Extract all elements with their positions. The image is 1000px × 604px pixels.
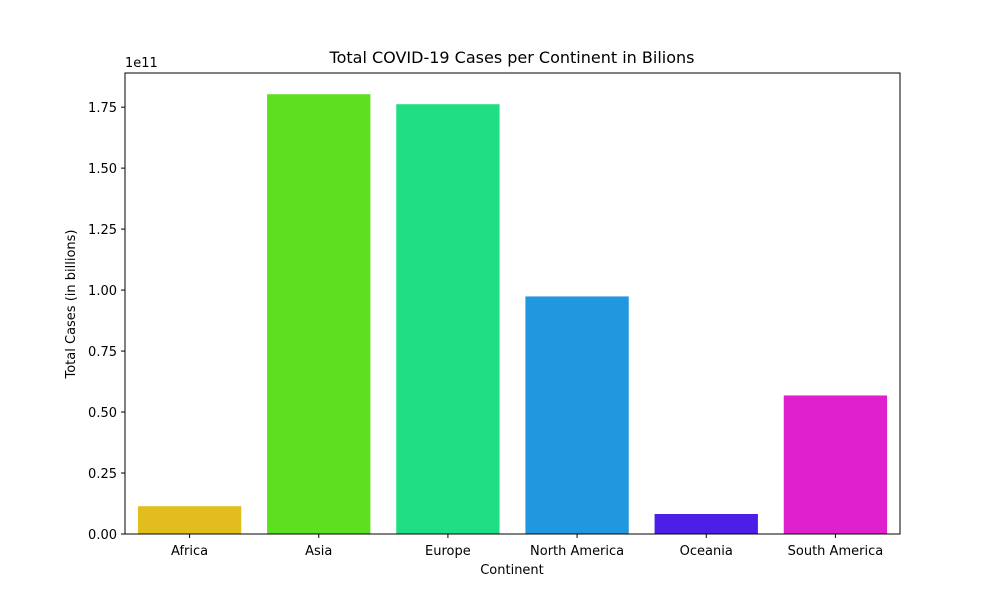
- y-axis-offset-label: 1e11: [125, 56, 158, 71]
- bar-europe: [396, 104, 500, 534]
- y-tick-label: 1.75: [88, 101, 117, 116]
- y-tick-label: 0.75: [88, 345, 117, 360]
- bar-south-america: [783, 395, 888, 534]
- y-tick-label: 0.50: [88, 406, 117, 421]
- x-axis-label: Continent: [480, 563, 544, 578]
- y-tick-label: 0.00: [88, 528, 117, 543]
- x-tick-label: South America: [788, 544, 884, 559]
- plot-area-frame: [124, 72, 901, 535]
- x-tick-label: North America: [530, 544, 624, 559]
- x-ticks-layer: Africa Asia Europe North America Oceania Sout…: [171, 534, 883, 559]
- y-tick-label: 0.25: [88, 467, 117, 482]
- bar-oceania: [654, 514, 758, 534]
- y-tick-label: 1.50: [88, 162, 117, 177]
- y-ticks-layer: 0.00 0.25 0.50 0.75 1.00 1.25 1.50 1.75: [88, 101, 125, 543]
- x-tick-label: Asia: [305, 544, 332, 559]
- y-axis-label: Total Cases (in billions): [64, 229, 79, 379]
- x-tick-label: Europe: [425, 544, 471, 559]
- x-tick-label: Africa: [171, 544, 208, 559]
- bar-africa: [137, 506, 242, 534]
- y-tick-label: 1.00: [88, 284, 117, 299]
- x-tick-label: Oceania: [680, 544, 733, 559]
- bars-layer: [137, 94, 888, 534]
- y-tick-label: 1.25: [88, 223, 117, 238]
- chart-title: Total COVID-19 Cases per Continent in Bi…: [329, 48, 695, 67]
- bar-asia: [267, 94, 371, 534]
- bar-north-america: [525, 296, 629, 534]
